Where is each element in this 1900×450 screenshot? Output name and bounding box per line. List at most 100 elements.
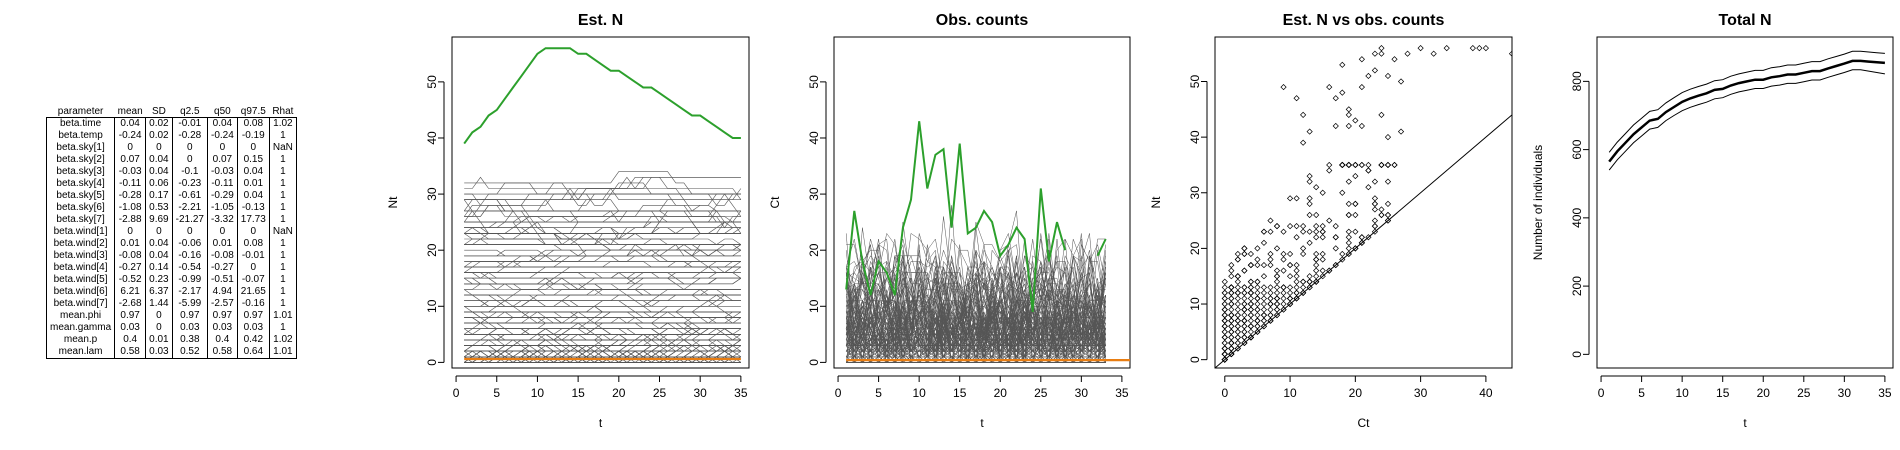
table-row: beta.wind[5] -0.52 0.23 -0.99 -0.51 -0.07 1 [47,274,297,286]
scatter-point [1254,289,1261,296]
site-line [464,227,741,245]
scatter-point [1280,256,1287,263]
table-row: beta.wind[1] 0 0 0 0 0 NaN [47,226,297,238]
x-tick-label: 35 [1115,386,1129,400]
scatter-point [1345,161,1352,169]
scatter-point [1293,223,1300,230]
site-line [464,227,742,240]
scatter-point [1228,284,1235,291]
scatter-point [1508,50,1512,57]
table-row: beta.wind[6] 6.21 6.37 -2.17 4.94 21.65 1 [47,286,297,298]
scatter-point [1286,300,1294,308]
table-cell: -0.24 [114,130,146,142]
table-cell: beta.sky[2] [56,154,105,165]
scatter-point [1306,195,1313,202]
site-line [464,289,741,307]
table-row: beta.temp -0.24 0.02 -0.28 -0.24 -0.19 1 [47,130,297,142]
table-row: beta.wind[2] 0.01 0.04 -0.06 0.01 0.08 1 [47,238,297,250]
y-tick-label: 400 [1570,208,1584,228]
table-cell: 6.21 [114,286,146,298]
scatter-point [1221,350,1228,358]
scatter-point [1300,284,1307,291]
scatter-point [1273,245,1281,252]
scatter-point [1313,234,1320,241]
highlight-series-line [845,121,1067,313]
scatter-point [1339,161,1346,169]
scatter-point [1332,122,1339,130]
x-tick-label: 20 [1349,386,1363,400]
table-cell: -0.08 [206,250,238,262]
scatter-point [1254,284,1261,291]
scatter-point [1228,261,1235,269]
scatter-point [1241,328,1248,335]
table-cell: 0.07 [114,154,146,166]
scatter-point [1371,200,1379,207]
scatter-point [1384,200,1392,207]
table-cell: 0 [236,142,270,154]
scatter-point [1221,306,1228,313]
site-line [464,277,741,296]
scatter-point [1371,223,1379,230]
site-line [464,317,742,335]
scatter-point [1221,350,1228,358]
scatter-point [1228,284,1235,291]
table-cell: beta.wind[3] [53,250,108,261]
scatter-point [1254,317,1261,324]
scatter-point [1228,312,1235,319]
table-cell: 1 [268,130,297,142]
scatter-point [1260,300,1268,308]
scatter-point [1241,300,1248,308]
scatter-point [1254,261,1261,269]
scatter-point [1280,289,1287,296]
scatter-point [1319,234,1326,241]
table-cell: -0.16 [236,298,270,310]
scatter-point [1352,200,1359,207]
scatter-point [1313,223,1320,230]
scatter-point [1300,228,1307,235]
table-cell: -0.01 [236,250,270,262]
scatter-point [1241,306,1248,313]
scatter-point [1241,334,1248,341]
scatter-point [1228,317,1235,324]
scatter-point [1319,228,1326,235]
table-cell: mean.lam [58,346,103,357]
scatter-point [1241,245,1248,252]
column-header-q2-5: q2.5 [180,106,200,117]
scatter-point [1300,245,1307,252]
scatter-point [1247,328,1254,335]
scatter-point [1260,317,1268,324]
y-tick-label: 50 [425,75,439,89]
table-cell: 0.01 [206,238,238,250]
scatter-point [1313,256,1320,263]
scatter-point [1221,323,1228,330]
scatter-point [1417,45,1424,52]
scatter-point [1260,261,1268,269]
table-cell: 0.14 [145,262,173,274]
table-cell: 0.03 [114,322,146,334]
scatter-point [1247,289,1254,296]
scatter-point [1352,161,1359,169]
table-cell: 0.58 [114,346,146,359]
scatter-point [1286,289,1294,296]
scatter-point [1254,323,1261,330]
plot-area [463,47,742,363]
table-cell: 1 [268,286,297,298]
scatter-point [1352,245,1359,252]
table-cell: -0.11 [114,178,146,190]
table-cell: -0.11 [206,178,238,190]
scatter-point [1313,267,1320,274]
site-line [464,306,741,318]
site-line [464,328,741,358]
table-cell: 0.04 [145,238,173,250]
site-line [464,334,741,352]
scatter-point [1254,278,1261,285]
x-tick-label: 0 [1221,386,1228,400]
table-cell: beta.sky[7] [56,214,105,225]
scatter-point [1306,211,1313,219]
table-cell: 1 [268,298,297,310]
scatter-point [1371,223,1379,230]
x-tick-label: 0 [1598,386,1605,400]
scatter-point [1228,345,1235,352]
scatter-point [1221,350,1228,358]
scatter-point [1228,312,1235,319]
